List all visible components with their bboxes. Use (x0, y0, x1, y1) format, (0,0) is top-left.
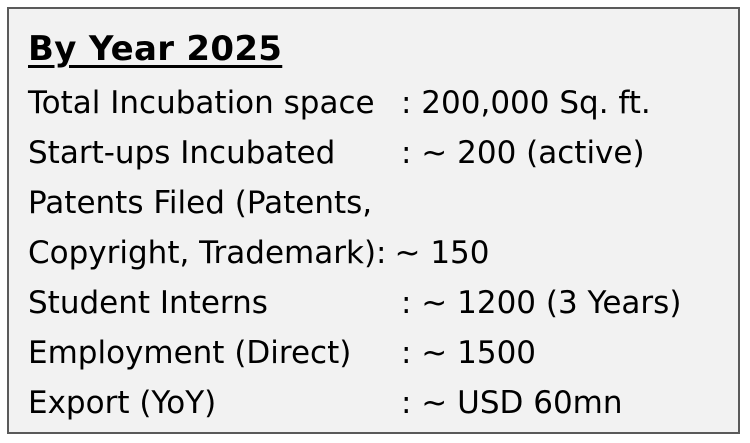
row-value: : ~ USD 60mn (401, 385, 623, 421)
row-value: : ~ 200 (active) (401, 135, 645, 171)
row-label: Copyright, Trademark): (28, 235, 387, 271)
row-value: : 200,000 Sq. ft. (401, 85, 651, 121)
row-value: : ~ 1500 (401, 335, 537, 371)
row-label: Start-ups Incubated (28, 135, 336, 171)
row-patents-filed-line2: Copyright, Trademark): ~ 150 (28, 238, 489, 269)
row-student-interns: Student Interns : ~ 1200 (3 Years) (28, 285, 681, 321)
card-heading: By Year 2025 (28, 29, 283, 69)
row-value: ~ 150 (394, 235, 490, 271)
row-label: Patents Filed (Patents, (28, 185, 373, 221)
row-export: Export (YoY) : ~ USD 60mn (28, 385, 623, 421)
row-patents-filed-line1: Patents Filed (Patents, (28, 188, 372, 219)
row-label: Total Incubation space (28, 85, 375, 121)
targets-card: By Year 2025 Total Incubation space : 20… (7, 7, 740, 434)
row-startups-incubated: Start-ups Incubated : ~ 200 (active) (28, 135, 645, 171)
row-incubation-space: Total Incubation space : 200,000 Sq. ft. (28, 85, 651, 121)
row-value: : ~ 1200 (3 Years) (401, 285, 682, 321)
row-label: Student Interns (28, 285, 268, 321)
row-employment: Employment (Direct) : ~ 1500 (28, 335, 536, 371)
row-label: Employment (Direct) (28, 335, 352, 371)
row-label: Export (YoY) (28, 385, 217, 421)
